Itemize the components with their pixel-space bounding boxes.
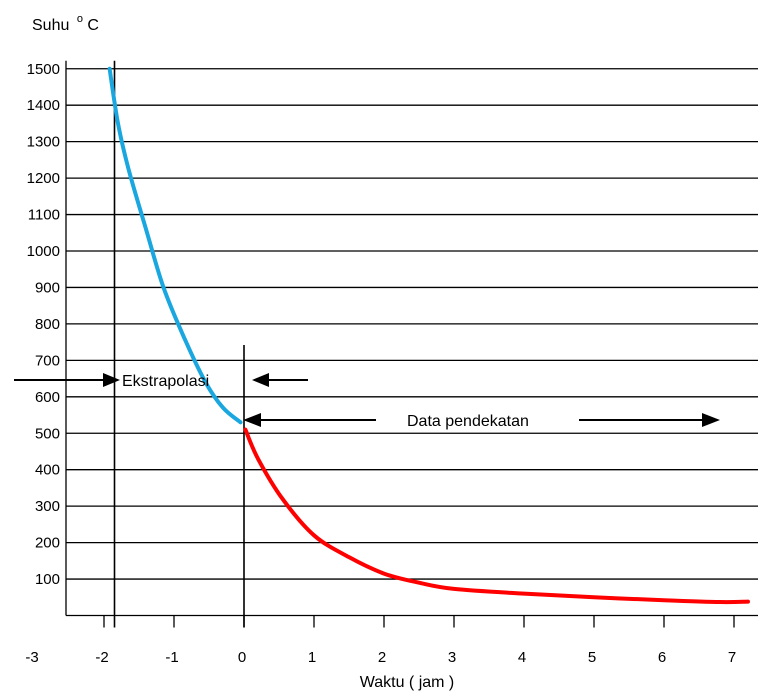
y-axis-title: Suhu o C	[32, 9, 99, 34]
x-tick-label--2: -2	[95, 649, 108, 666]
x-tick-label-7: 7	[728, 649, 736, 666]
y-tick-label-1200: 1200	[27, 170, 60, 187]
y-tick-label-400: 400	[35, 462, 60, 479]
x-tick-label-3: 3	[448, 649, 456, 666]
series-lines	[107, 66, 750, 605]
x-tick-label-2: 2	[378, 649, 386, 666]
axes	[65, 60, 758, 628]
x-tick-label-6: 6	[658, 649, 666, 666]
x-axis-title: Waktu ( jam )	[360, 674, 455, 691]
y-tick-label-1100: 1100	[28, 207, 60, 224]
y-tick-label-300: 300	[35, 498, 60, 515]
x-tick-label-0: 0	[238, 649, 246, 666]
y-axis-title-unit: C	[87, 17, 99, 34]
x-tick-label--3: -3	[25, 649, 38, 666]
y-tick-label-600: 600	[35, 389, 60, 406]
annotation-data-pendekatan: Data pendekatan	[243, 413, 720, 430]
y-tick-label-700: 700	[35, 352, 60, 369]
x-tick-label--1: -1	[165, 649, 178, 666]
y-tick-label-1400: 1400	[27, 97, 60, 114]
y-tick-label-800: 800	[35, 316, 60, 333]
series-line-0	[107, 66, 243, 425]
y-tick-label-900: 900	[35, 279, 60, 296]
y-axis-title-degree: o	[77, 13, 83, 25]
x-tick-label-1: 1	[308, 649, 316, 666]
annotation-ekstrapolasi-label: Ekstrapolasi	[122, 373, 209, 390]
y-tick-label-500: 500	[35, 425, 60, 442]
tick-labels: 100 200 300 400 500 600 700 800 900 1000 1100 1200 1…	[25, 61, 736, 666]
y-tick-label-1000: 1000	[27, 243, 60, 260]
annotation-data-pendekatan-label: Data pendekatan	[407, 413, 529, 430]
y-tick-label-100: 100	[35, 571, 60, 588]
grid-lines	[66, 68, 758, 580]
annotation-ekstrapolasi: Ekstrapolasi	[14, 373, 308, 390]
x-tick-label-5: 5	[588, 649, 596, 666]
y-tick-label-1300: 1300	[27, 134, 60, 151]
series-line-1	[243, 427, 750, 605]
y-tick-label-1500: 1500	[27, 61, 60, 78]
y-tick-label-200: 200	[35, 535, 60, 552]
x-tick-label-4: 4	[518, 649, 526, 666]
